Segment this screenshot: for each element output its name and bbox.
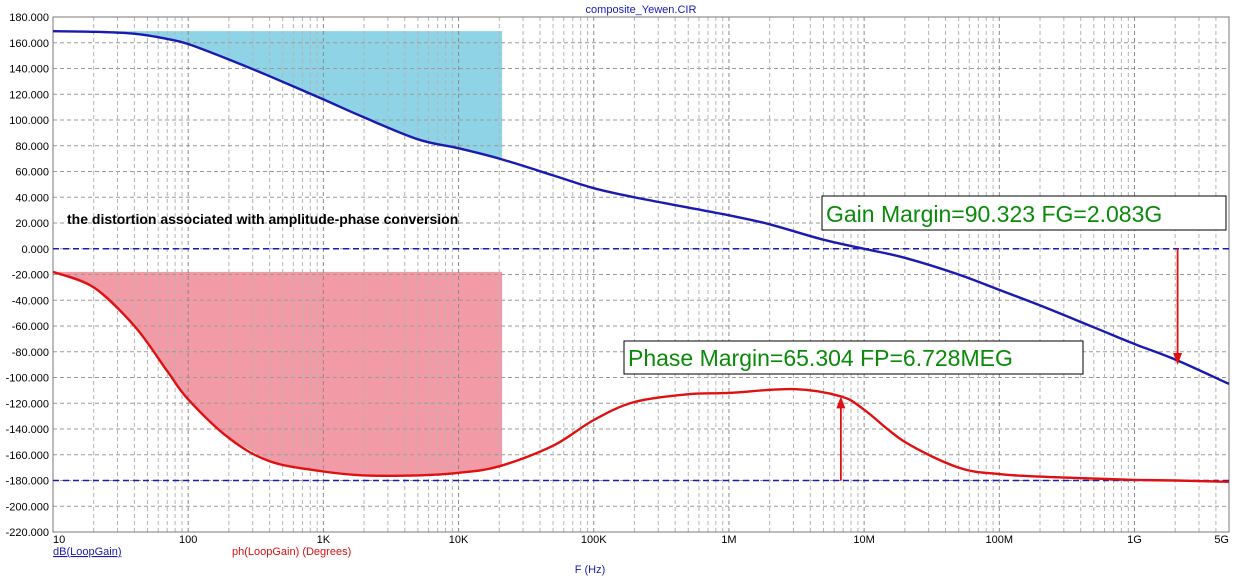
series-lines bbox=[52, 30, 1230, 483]
legend-db-loopgain: dB(LoopGain) bbox=[53, 546, 122, 558]
y-tick-label: 140.000 bbox=[9, 64, 49, 76]
x-tick-label: 1G bbox=[1127, 534, 1142, 546]
plot-frame bbox=[52, 16, 1230, 533]
phase-margin-box bbox=[623, 340, 1084, 375]
y-tick-label: -60.000 bbox=[12, 321, 49, 333]
shaded-region-2 bbox=[53, 271, 503, 476]
x-tick-label: 10 bbox=[53, 534, 65, 546]
y-tick-label: -120.000 bbox=[6, 398, 49, 410]
x-tick-labels: 10 100 1K 10K 100K 1M 10M 100M 1G 5G bbox=[53, 534, 1229, 546]
reference-lines bbox=[53, 247, 1229, 482]
y-tick-label: 80.000 bbox=[15, 141, 49, 153]
y-tick-label: 120.000 bbox=[9, 89, 49, 101]
x-tick-label: 100 bbox=[179, 534, 197, 546]
margin-arrow-head bbox=[1173, 353, 1183, 366]
series-line-db-loopgain bbox=[52, 30, 1230, 385]
y-tick-label: -220.000 bbox=[6, 527, 49, 539]
y-tick-label: -160.000 bbox=[6, 450, 49, 462]
chart-title: composite_Yewen.CIR bbox=[586, 4, 697, 16]
x-tick-label: 1M bbox=[721, 534, 736, 546]
y-tick-label: -80.000 bbox=[12, 347, 49, 359]
y-tick-label: 60.000 bbox=[15, 167, 49, 179]
margin-arrow-head bbox=[836, 396, 846, 409]
y-tick-label: 160.000 bbox=[9, 38, 49, 50]
y-tick-label: 40.000 bbox=[15, 192, 49, 204]
phase-margin-label: Phase Margin=65.304 FP=6.728MEG bbox=[628, 345, 1013, 371]
x-tick-label: 100M bbox=[986, 534, 1014, 546]
y-tick-label: -140.000 bbox=[6, 424, 49, 436]
legend-ph-loopgain: ph(LoopGain) (Degrees) bbox=[232, 546, 351, 558]
y-tick-label: 180.000 bbox=[9, 12, 49, 24]
distortion-annotation: the distortion associated with amplitude… bbox=[67, 211, 458, 227]
gain-margin-box bbox=[821, 195, 1227, 231]
margin-arrows bbox=[836, 248, 1183, 481]
shaded-regions bbox=[53, 31, 503, 476]
x-tick-label: 1K bbox=[317, 534, 331, 546]
series-line-ph-loopgain bbox=[52, 270, 1230, 483]
y-tick-label: 0.000 bbox=[21, 244, 49, 256]
x-tick-label: 10M bbox=[853, 534, 874, 546]
grid bbox=[53, 17, 1229, 532]
y-tick-label: 20.000 bbox=[15, 218, 49, 230]
y-tick-label: -180.000 bbox=[6, 476, 49, 488]
y-tick-label: -40.000 bbox=[12, 295, 49, 307]
gain-margin-label: Gain Margin=90.323 FG=2.083G bbox=[826, 201, 1162, 227]
x-tick-label: 5G bbox=[1214, 534, 1229, 546]
shaded-region-1 bbox=[53, 31, 503, 160]
y-tick-label: -20.000 bbox=[12, 270, 49, 282]
y-tick-labels: 180.000 160.000 140.000 120.000 100.000 80.00… bbox=[6, 12, 49, 539]
x-tick-label: 100K bbox=[581, 534, 607, 546]
x-axis-label: F (Hz) bbox=[575, 564, 606, 576]
x-tick-label: 10K bbox=[449, 534, 469, 546]
y-tick-label: -200.000 bbox=[6, 501, 49, 513]
y-tick-label: -100.000 bbox=[6, 373, 49, 385]
y-tick-label: 100.000 bbox=[9, 115, 49, 127]
